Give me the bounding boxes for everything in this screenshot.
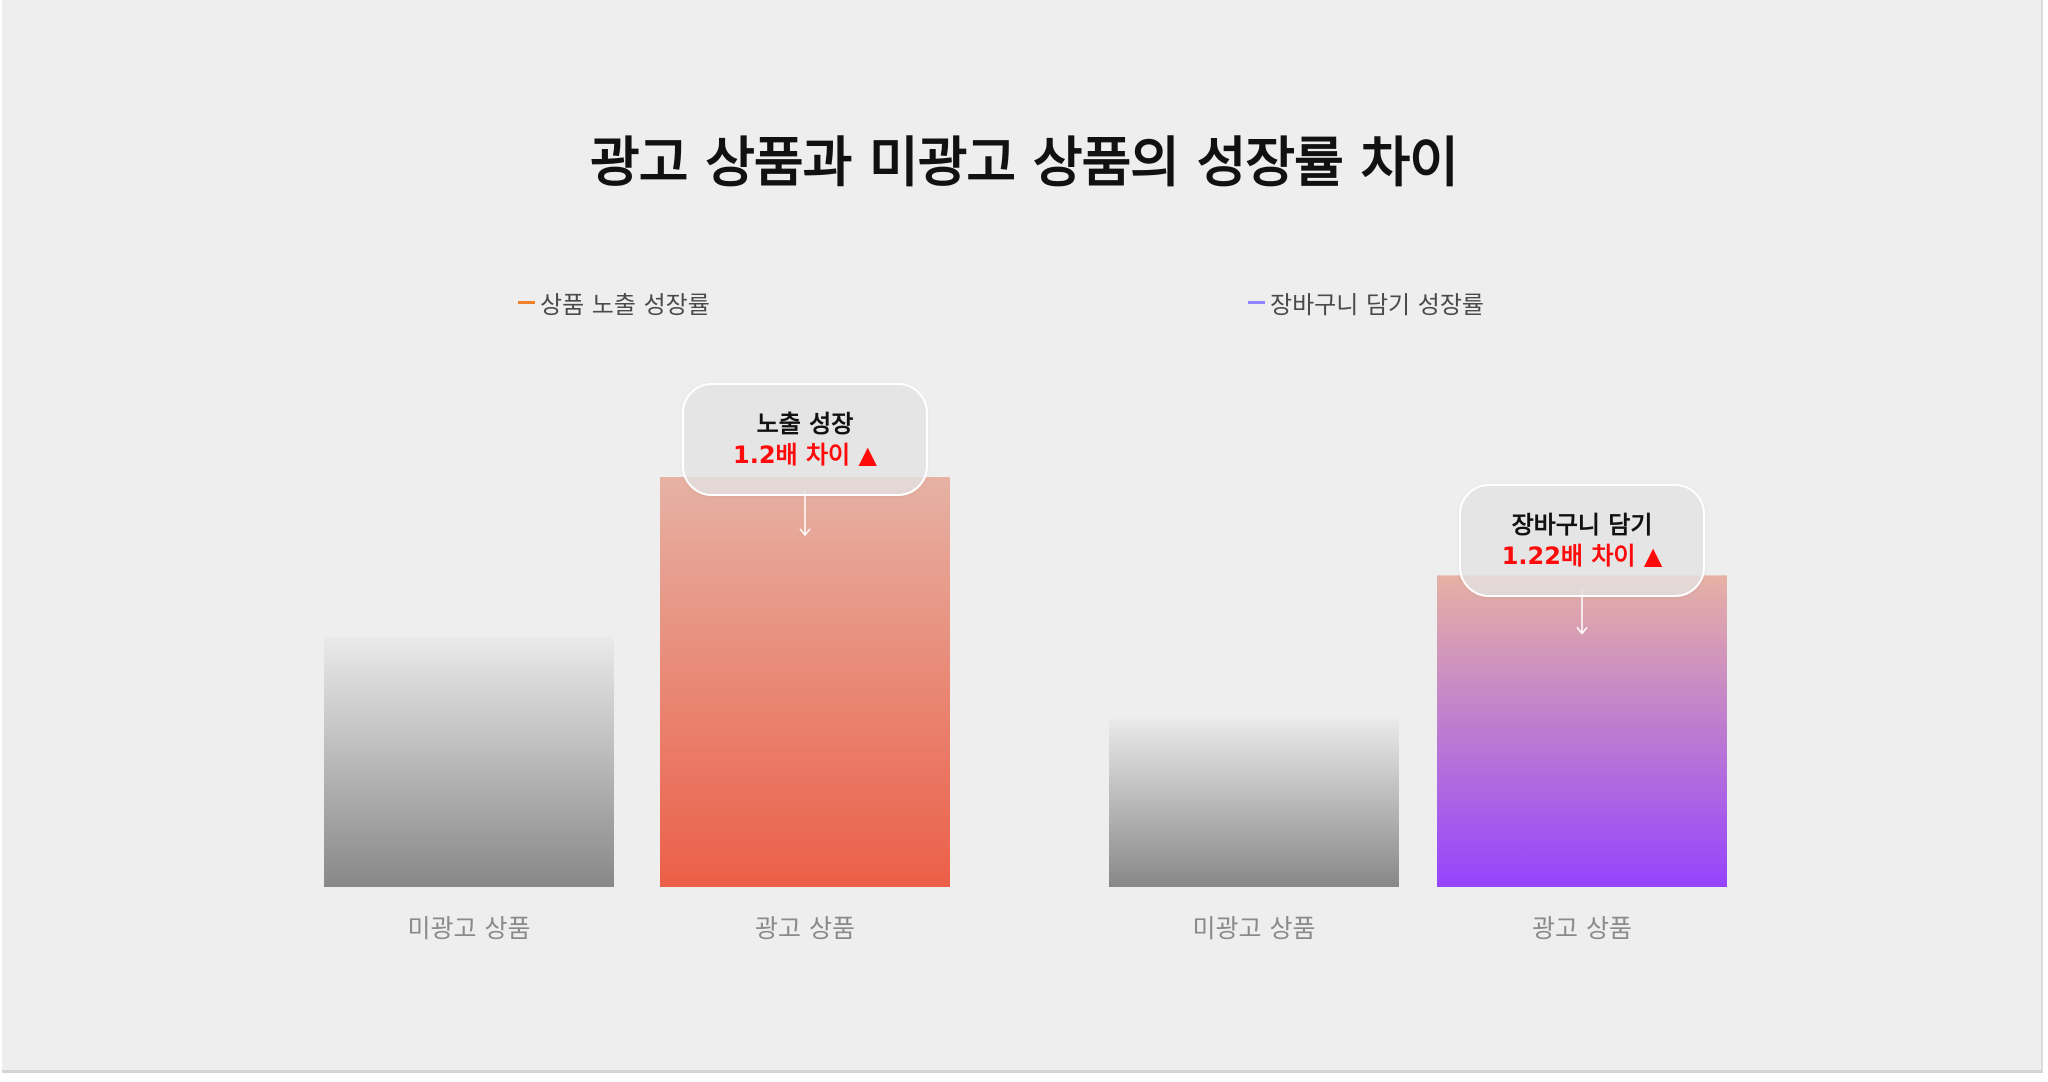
legend-exposure: 상품 노출 성장률 <box>518 284 710 320</box>
x-label-panel1-non-ad: 미광고 상품 <box>408 914 531 943</box>
callout-arrow-panel1 <box>799 491 811 537</box>
x-label-panel1-ad: 광고 상품 <box>755 914 855 943</box>
x-label-panel2-ad: 광고 상품 <box>1532 914 1632 943</box>
callout-exposure-title: 노출 성장 <box>756 410 854 438</box>
legend-label-cart: 장바구니 담기 성장률 <box>1270 290 1484 319</box>
x-label-panel2-non-ad: 미광고 상품 <box>1193 914 1316 943</box>
legend-cart: 장바구니 담기 성장률 <box>1248 284 1484 320</box>
bar-panel1-non-ad <box>324 636 614 887</box>
callout-exposure-value: 1.2배 차이 ▲ <box>733 441 877 469</box>
bar-panel2-non-ad <box>1109 718 1399 887</box>
callout-cart-value: 1.22배 차이 ▲ <box>1501 542 1663 570</box>
legend-swatch-cart <box>1248 300 1265 304</box>
legend-swatch-exposure <box>518 300 535 304</box>
callout-exposure: 노출 성장 1.2배 차이 ▲ <box>682 383 928 496</box>
legend-label-exposure: 상품 노출 성장률 <box>540 290 710 319</box>
bar-panel1-ad <box>660 477 950 887</box>
callout-cart: 장바구니 담기 1.22배 차이 ▲ <box>1459 484 1705 597</box>
chart-title: 광고 상품과 미광고 상품의 성장률 차이 <box>590 131 1459 194</box>
callout-cart-title: 장바구니 담기 <box>1511 511 1653 539</box>
